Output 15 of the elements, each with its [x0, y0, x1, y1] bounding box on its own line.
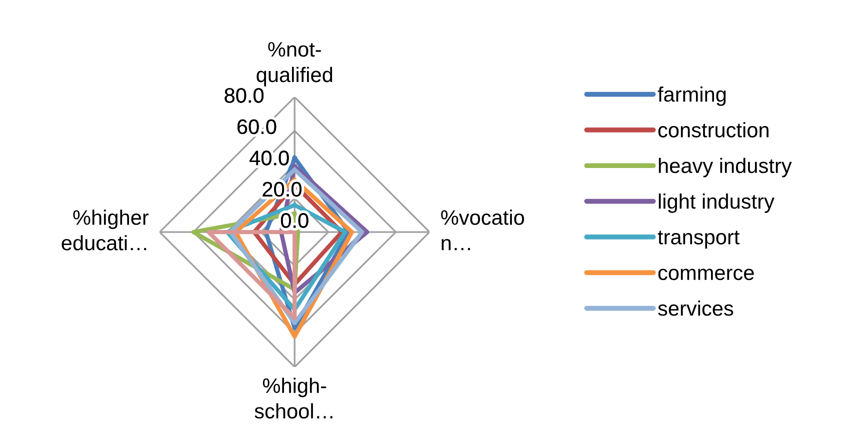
- y-tick-label: 40.0: [250, 150, 289, 166]
- y-tick-label: 80.0: [224, 88, 264, 103]
- spoke-label: %higher educati…: [62, 210, 149, 250]
- spoke-label: %not- qualified: [256, 42, 332, 86]
- y-tick-label: 20.0: [262, 182, 302, 197]
- legend-label: services: [658, 300, 734, 316]
- legend-label: commerce: [658, 268, 754, 280]
- legend-label: farming: [658, 86, 726, 106]
- legend-label: transport: [658, 230, 740, 249]
- spoke-label: %vocatio n…: [441, 210, 524, 250]
- legend-label: heavy industry: [658, 158, 792, 178]
- spoke-label: %high- school…: [254, 378, 332, 419]
- y-tick-label: 60.0: [238, 119, 276, 134]
- legend-label: construction: [658, 122, 768, 138]
- legend-label: light industry: [658, 193, 774, 213]
